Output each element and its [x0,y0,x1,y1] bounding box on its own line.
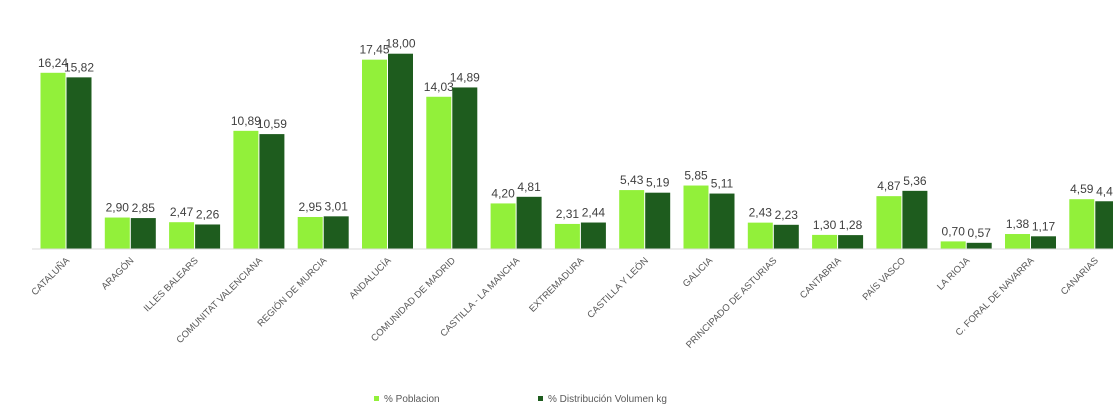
bar-poblacion [426,96,452,249]
bar-volumen [645,192,671,249]
x-tick-label: PAÍS VASCO [861,255,908,302]
data-label: 4,59 [1070,182,1094,196]
data-label: 5,85 [684,169,708,183]
data-label: 4,81 [517,180,541,194]
legend-label: % Distribución Volumen kg [548,394,667,405]
category-group: 5,855,11 GALICIA [681,169,735,290]
data-label: 16,24 [38,56,68,70]
x-tick-label: ARAGÓN [100,255,137,292]
legend-label: % Poblacion [384,394,440,405]
data-label: 0,57 [968,226,992,240]
bar-poblacion [297,216,323,249]
category-group: 4,594,40 CANARIAS [1059,182,1113,297]
x-tick-label: CANTABRIA [798,255,844,301]
data-label: 10,89 [231,114,261,128]
bar-volumen [966,242,992,249]
category-group: 1,30 1,28 CANTABRIA [798,218,864,301]
data-label: 5,19 [646,176,670,190]
data-label: 2,47 [170,205,194,219]
bar-poblacion [554,223,580,249]
category-group: 0,70 0,57 LA RIOJA [935,224,992,293]
data-label: 2,90 [106,201,130,215]
bar-poblacion [619,190,645,249]
data-label: 17,45 [359,43,389,57]
data-label: 2,43 [749,206,773,220]
bar-poblacion [940,241,966,249]
x-tick-label: REGIÓN DE MURCIA [255,255,329,329]
bar-volumen [323,216,349,249]
legend-swatch-volumen [538,396,543,401]
bar-poblacion [1069,199,1095,249]
x-tick-label: GALICIA [681,255,716,290]
bar-poblacion [876,196,902,249]
x-tick-label: ANDALUCÍA [347,255,394,302]
bar-volumen [709,193,735,249]
x-tick-label: CANARIAS [1059,255,1101,297]
x-tick-label: ILLES BALEARS [142,255,201,314]
data-label: 4,40 [1096,184,1113,198]
data-label: 14,89 [450,70,480,84]
legend-swatch-poblacion [374,396,379,401]
data-label: 5,11 [711,177,734,191]
data-label: 18,00 [385,37,415,51]
bar-volumen [902,190,928,249]
data-label: 3,01 [325,199,349,213]
data-label: 10,59 [257,117,287,131]
data-label: 2,31 [556,207,580,221]
bar-poblacion [362,59,387,250]
data-label: 1,28 [839,218,863,232]
data-label: 2,23 [775,208,799,222]
bar-poblacion [169,222,195,249]
bar-volumen [773,224,799,249]
bar-poblacion [490,203,516,249]
data-label: 4,87 [877,179,901,193]
bar-poblacion [683,185,709,249]
data-label: 1,17 [1032,219,1056,233]
x-tick-label: EXTREMADURA [527,255,587,315]
data-label: 4,20 [491,186,515,200]
bar-volumen [838,235,864,249]
data-label: 1,30 [813,218,837,232]
data-label: 2,95 [299,200,323,214]
x-tick-label: CASTILLA Y LEÓN [585,255,651,321]
bar-poblacion [1005,234,1030,249]
category-group: 2,90 2,85 ARAGÓN [100,201,156,292]
bar-poblacion [747,222,773,249]
legend: % Poblacion % Distribución Volumen kg [374,394,667,405]
bar-volumen [580,222,606,249]
bar-poblacion [812,234,838,249]
bar-volumen [1031,236,1056,249]
bar-volumen [1095,201,1113,249]
data-label: 15,82 [64,60,94,74]
bar-volumen [66,77,92,249]
data-label: 14,03 [424,80,454,94]
data-label: 0,70 [942,224,966,238]
data-label: 5,43 [620,173,644,187]
data-label: 2,85 [132,201,156,215]
bar-poblacion [104,217,130,249]
x-tick-label: LA RIOJA [935,255,973,293]
bar-volumen [195,224,221,249]
bar-poblacion [233,130,259,249]
data-label: 2,44 [582,206,606,220]
bar-volumen [259,134,285,249]
bar-volumen [516,196,542,249]
bar-poblacion [40,72,66,250]
x-tick-label: CATALUÑA [29,255,72,298]
data-label: 1,38 [1006,217,1030,231]
data-label: 5,36 [903,174,927,188]
category-group: 4,87 5,36 PAÍS VASCO [861,174,928,303]
bar-volumen [452,87,478,249]
bar-volumen [388,53,413,250]
bar-volumen [130,218,156,249]
data-label: 2,26 [196,207,220,221]
